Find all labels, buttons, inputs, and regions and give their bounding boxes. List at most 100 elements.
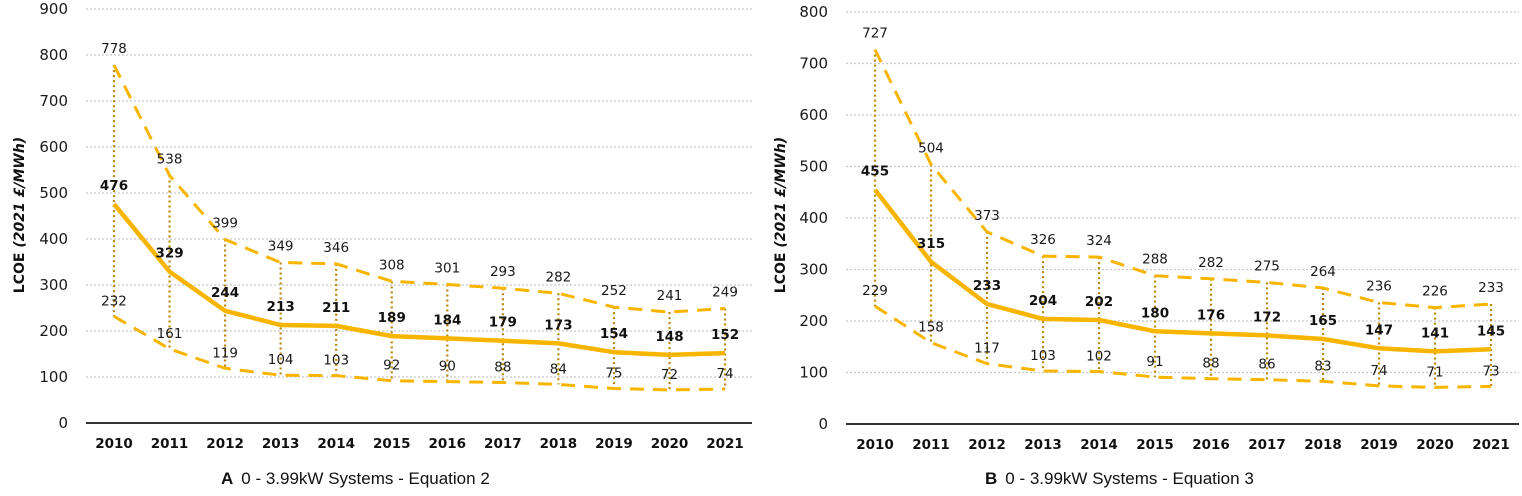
data-label-mean: 148: [655, 329, 683, 345]
x-tick-label: 2017: [1248, 437, 1286, 453]
x-tick-label: 2016: [1192, 437, 1230, 453]
x-tick-label: 2012: [206, 436, 244, 452]
data-label-mean: 165: [1309, 313, 1337, 329]
data-label-mean: 315: [917, 236, 945, 252]
panel-letter: B: [985, 469, 997, 488]
y-tick-label: 400: [799, 209, 828, 227]
data-label-low: 103: [1030, 348, 1056, 364]
series-line-high: [873, 48, 1492, 310]
x-tick-label: 2021: [706, 436, 744, 452]
data-label-high: 252: [601, 283, 627, 299]
y-tick-label: 200: [799, 312, 828, 330]
data-label-high: 346: [323, 240, 349, 256]
data-label-high: 324: [1086, 233, 1112, 249]
chart-panel-a: 0 100 200 300 400 500 600 700 800 900 2010 2011 2012…: [12, 0, 752, 488]
y-axis-label: LCOE (2021 £/MWh): [12, 137, 28, 293]
data-label-high: 538: [157, 152, 183, 168]
data-label-low: 102: [1086, 348, 1112, 364]
data-label-high: 282: [546, 269, 572, 285]
data-label-low: 90: [439, 359, 456, 375]
data-label-high: 301: [434, 261, 460, 277]
data-label-low: 232: [101, 293, 127, 309]
data-label-mean: 455: [861, 164, 889, 180]
y-tick-label: 800: [799, 3, 828, 21]
data-label-high: 308: [379, 257, 405, 273]
data-label-low: 91: [1146, 354, 1163, 370]
data-label-high: 293: [490, 264, 516, 280]
data-label-mean: 141: [1421, 325, 1449, 341]
y-axis-label-main: LCOE: [773, 248, 789, 294]
y-tick-label: 800: [39, 46, 68, 64]
panel-caption: A 0 - 3.99kW Systems - Equation 2: [221, 469, 490, 488]
data-label-low: 117: [974, 341, 1000, 357]
y-tick-label: 300: [799, 261, 828, 279]
data-label-high: 233: [1478, 280, 1504, 296]
data-label-high: 778: [101, 41, 127, 57]
x-tick-label: 2011: [151, 436, 189, 452]
data-label-mean: 147: [1365, 322, 1393, 338]
data-label-low: 104: [268, 352, 294, 368]
data-label-high: 275: [1254, 258, 1280, 274]
data-label-high: 236: [1366, 278, 1392, 294]
data-label-low: 83: [1314, 358, 1331, 374]
data-label-low: 74: [1370, 363, 1387, 379]
x-tick-label: 2021: [1472, 437, 1510, 453]
panel-caption-text: 0 - 3.99kW Systems - Equation 3: [1005, 469, 1254, 488]
data-label-high: 282: [1198, 255, 1224, 271]
data-label-mean: 204: [1029, 293, 1057, 309]
y-tick-label: 0: [818, 415, 828, 433]
x-tick-label: 2019: [1360, 437, 1398, 453]
panel-caption: B 0 - 3.99kW Systems - Equation 3: [985, 469, 1254, 488]
y-tick-label: 600: [39, 138, 68, 156]
series-line-low: [874, 304, 1492, 389]
data-label-high: 326: [1030, 232, 1056, 248]
data-label-high: 504: [918, 140, 944, 156]
data-label-mean: 233: [973, 278, 1001, 294]
y-tick-label: 200: [39, 322, 68, 340]
data-label-low: 88: [1202, 356, 1219, 372]
data-label-mean: 152: [711, 327, 739, 343]
data-label-low: 158: [918, 320, 944, 336]
y-axis-label-unit: (2021 £/MWh): [773, 137, 789, 248]
data-label-mean: 189: [378, 310, 406, 326]
y-tick-label: 300: [39, 276, 68, 294]
data-label-mean: 172: [1253, 309, 1281, 325]
data-label-mean: 173: [544, 317, 572, 333]
data-label-mean: 179: [489, 315, 517, 331]
data-label-high: 373: [974, 208, 1000, 224]
x-tick-label: 2014: [317, 436, 355, 452]
x-tick-label: 2015: [373, 436, 411, 452]
data-label-low: 88: [494, 360, 511, 376]
chart-panel-b: 0 100 200 300 400 500 600 700 800 2010 2011 2012 201…: [773, 3, 1519, 488]
data-label-high: 399: [212, 215, 238, 231]
y-axis-label: LCOE (2021 £/MWh): [773, 137, 789, 293]
panel-letter: A: [221, 469, 233, 488]
data-label-high: 249: [712, 284, 738, 300]
data-label-low: 92: [383, 358, 400, 374]
x-tick-label: 2013: [1024, 437, 1062, 453]
data-label-mean: 213: [267, 299, 295, 315]
data-label-high: 727: [862, 26, 888, 42]
y-axis-label-main: LCOE: [12, 248, 28, 294]
series-line-mean: [873, 188, 1492, 354]
y-tick-label: 900: [39, 0, 68, 18]
data-label-low: 229: [862, 283, 888, 299]
x-tick-label: 2012: [968, 437, 1006, 453]
x-tick-label: 2016: [429, 436, 467, 452]
x-tick-label: 2017: [484, 436, 522, 452]
data-label-mean: 329: [155, 246, 183, 262]
data-label-low: 119: [212, 345, 238, 361]
data-label-mean: 211: [322, 300, 350, 316]
y-tick-label: 0: [58, 414, 68, 432]
y-tick-label: 600: [799, 106, 828, 124]
y-tick-label: 100: [799, 364, 828, 382]
data-label-high: 288: [1142, 252, 1168, 268]
data-label-mean: 176: [1197, 307, 1225, 323]
series-line-high: [112, 64, 726, 314]
x-tick-label: 2020: [651, 436, 689, 452]
data-label-low: 161: [157, 326, 183, 342]
data-label-low: 74: [716, 366, 733, 382]
x-tick-label: 2020: [1416, 437, 1454, 453]
y-tick-label: 500: [39, 184, 68, 202]
